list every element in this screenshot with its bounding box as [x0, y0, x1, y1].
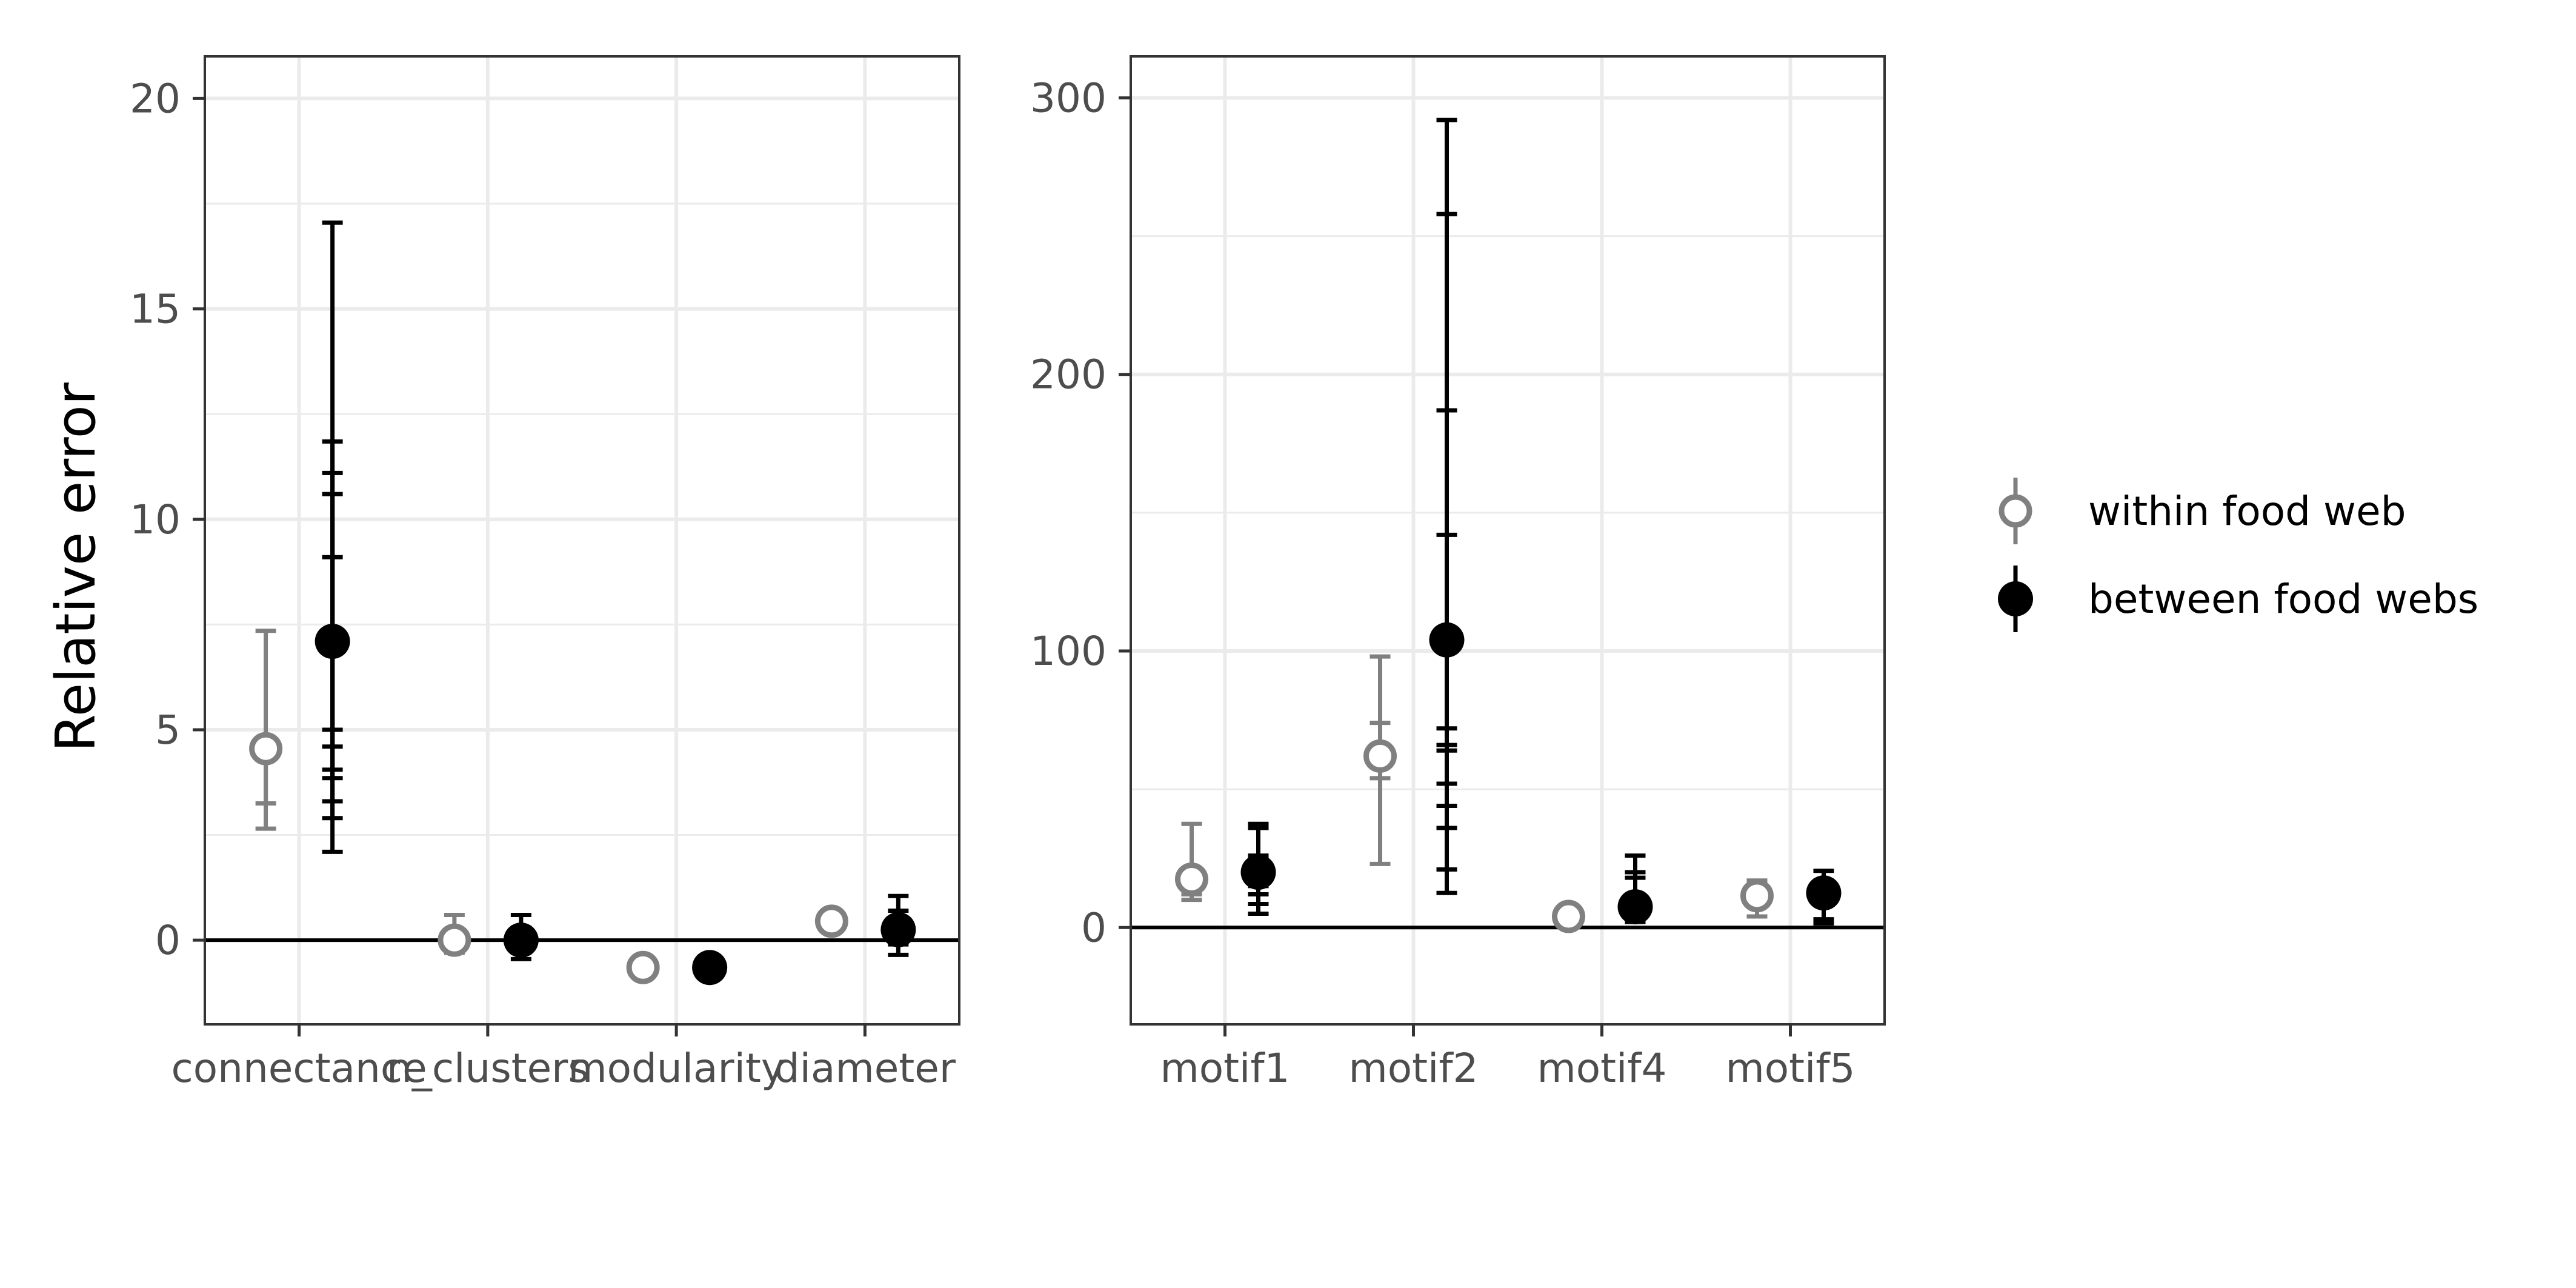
y-tick-label: 100 [1030, 628, 1107, 675]
y-tick-label: 10 [130, 496, 181, 543]
panel-left: 0 5 10 15 20 connectancen_clustersmodularityd… [130, 55, 960, 1092]
legend-key-open-circle [1999, 494, 2032, 528]
data-point-within [438, 923, 471, 957]
data-point-within [1552, 899, 1585, 933]
x-tick-label: motif1 [1160, 1045, 1290, 1092]
data-point-between [692, 950, 728, 986]
series-within [1175, 654, 1774, 933]
y-tick-label: 0 [1081, 904, 1107, 951]
panel-border [1130, 55, 1886, 1026]
legend-label: between food webs [2088, 576, 2478, 622]
data-point-between [503, 923, 539, 958]
panel-right: 0 100 200 300 motif1 motif2 motif4 motif5 [1030, 55, 1886, 1092]
series-within [249, 629, 848, 984]
data-point-within [1740, 879, 1774, 913]
x-tick-label: connectance [171, 1045, 427, 1092]
x-tick-label: diameter [774, 1045, 956, 1092]
legend-item: within food web [1999, 478, 2406, 544]
x-tick-label: motif4 [1537, 1045, 1666, 1092]
data-point-between [1806, 875, 1842, 911]
legend-item: between food webs [1998, 566, 2478, 632]
legend: within food web between food webs [1998, 478, 2478, 632]
data-point-within [814, 904, 848, 938]
data-point-between [880, 912, 916, 947]
data-point-between [315, 624, 350, 659]
y-tick-label: 200 [1030, 352, 1107, 398]
x-tick-label: n_clusters [387, 1045, 589, 1092]
data-point-between [1429, 622, 1465, 658]
x-tick-label: motif5 [1725, 1045, 1855, 1092]
legend-label: within food web [2088, 488, 2406, 535]
y-tick-label: 20 [130, 75, 181, 122]
y-tick-label: 300 [1030, 75, 1107, 121]
y-tick-label: 15 [130, 286, 181, 333]
series-between [1240, 118, 1842, 926]
data-point-between [1240, 855, 1276, 890]
y-axis-title: Relative error [44, 382, 108, 752]
data-point-within [1363, 739, 1397, 773]
y-tick-label: 0 [155, 917, 181, 964]
series-between [315, 220, 916, 986]
legend-key-filled-circle [1998, 581, 2033, 616]
x-tick-label: motif2 [1348, 1045, 1478, 1092]
x-tick-label: modularity [568, 1045, 785, 1092]
panel-border [204, 55, 960, 1026]
data-point-between [1617, 889, 1653, 925]
data-point-within [1175, 862, 1208, 896]
y-tick-label: 5 [155, 707, 181, 753]
data-point-within [626, 950, 660, 984]
data-point-within [249, 732, 283, 766]
chart-panels: 0 5 10 15 20 connectancen_clustersmodularityd… [130, 55, 1886, 1092]
